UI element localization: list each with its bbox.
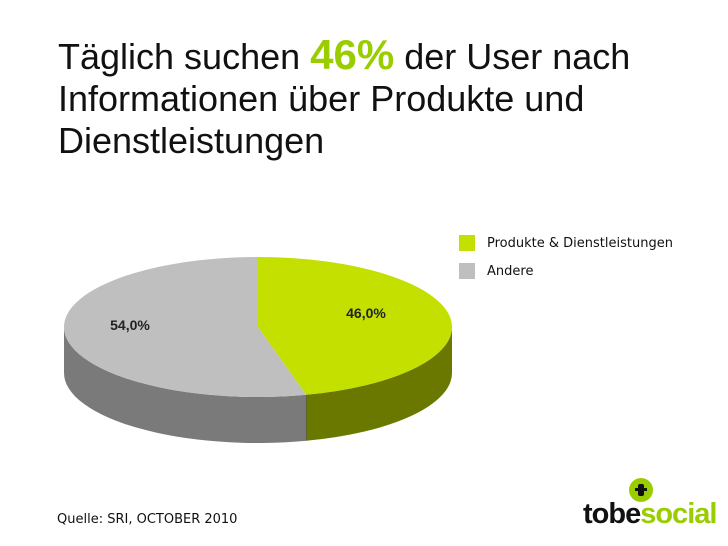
pie-side-1	[64, 327, 307, 443]
page-title: Täglich suchen 46% der User nach Informa…	[58, 34, 718, 162]
logo-icon	[629, 478, 653, 502]
legend-item-products: Produkte & Dienstleistungen	[459, 233, 673, 253]
pie-slice-1	[63, 257, 307, 397]
legend-label-products: Produkte & Dienstleistungen	[487, 235, 673, 251]
title-highlight: 46%	[310, 31, 395, 78]
pie-slice-0	[258, 257, 452, 395]
legend-swatch-products	[459, 235, 475, 251]
title-part1: Täglich suchen	[58, 36, 311, 77]
tobesocial-logo: tobesocial	[583, 476, 718, 532]
pie-side-0	[306, 327, 452, 441]
pie-label-0: 46,0%	[346, 305, 386, 321]
logo-text-accent: social	[640, 498, 717, 530]
title-part2: der User nach Informationen über Produkt…	[58, 36, 631, 161]
legend-label-other: Andere	[487, 263, 534, 279]
pie-label-1: 54,0%	[110, 317, 150, 333]
pie-side-walls	[64, 327, 452, 443]
legend-swatch-other	[459, 263, 475, 279]
logo-text-dark: tobe	[583, 498, 641, 530]
legend-item-other: Andere	[459, 261, 673, 281]
chart-legend: Produkte & Dienstleistungen Andere	[459, 233, 673, 289]
source-note: Quelle: SRI, OCTOBER 2010	[57, 512, 238, 527]
logo-text: tobesocial	[583, 498, 717, 531]
